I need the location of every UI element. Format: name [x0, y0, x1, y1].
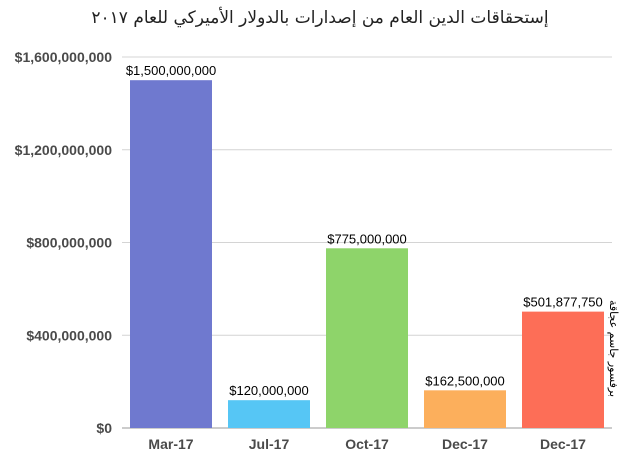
data-label: $120,000,000 — [229, 383, 309, 398]
data-label: $501,877,750 — [523, 295, 603, 310]
data-label: $1,500,000,000 — [126, 63, 216, 78]
data-label: $162,500,000 — [425, 373, 505, 388]
y-tick-label: $400,000,000 — [26, 327, 112, 343]
chart-title: إستحقاقات الدين العام من إصدارات بالدولا… — [91, 8, 549, 28]
y-tick-label: $0 — [96, 420, 112, 436]
y-tick-label: $1,200,000,000 — [15, 142, 113, 158]
bar — [522, 311, 604, 428]
bar — [130, 80, 212, 428]
author-credit: برفسور جاسم عجاقة — [607, 300, 620, 398]
data-label: $775,000,000 — [327, 231, 407, 246]
bar — [326, 248, 408, 428]
x-tick-label: Jul-17 — [249, 436, 290, 452]
y-tick-label: $1,600,000,000 — [15, 49, 113, 65]
y-tick-label: $800,000,000 — [26, 235, 112, 251]
x-tick-label: Dec-17 — [442, 436, 488, 452]
bar — [228, 400, 310, 428]
x-tick-label: Mar-17 — [148, 436, 193, 452]
bar — [424, 390, 506, 428]
x-tick-label: Oct-17 — [345, 436, 389, 452]
x-tick-label: Dec-17 — [540, 436, 586, 452]
